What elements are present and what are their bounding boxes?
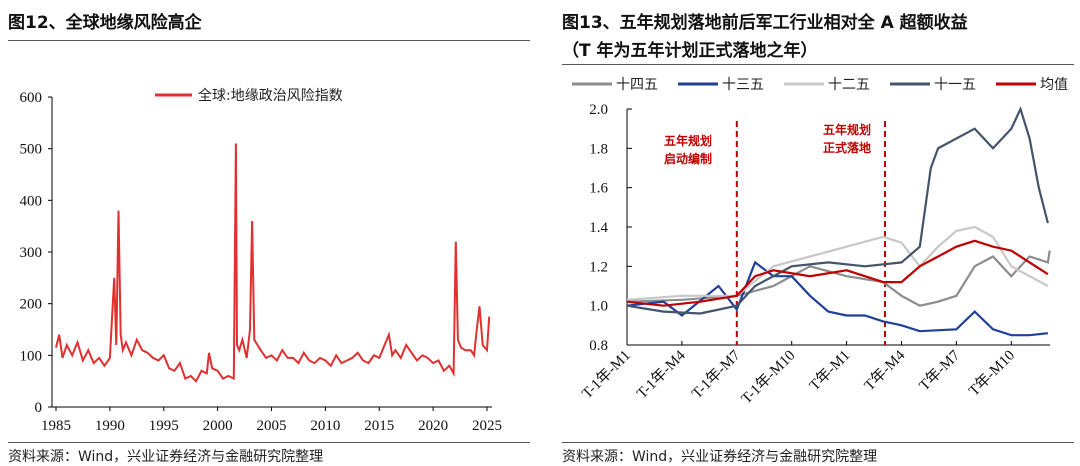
left-y-tick-label: 500 — [20, 142, 43, 158]
left-series-line — [55, 143, 491, 383]
right-legend-label-1: 十三五 — [722, 77, 764, 93]
right-x-tick-label: T年-M7 — [916, 346, 964, 394]
left-source-rule — [8, 442, 530, 443]
right-legend-label-4: 均值 — [1040, 77, 1068, 93]
annotation-start-line1: 五年规划 — [664, 133, 712, 148]
right-y-tick-label: 1.8 — [589, 141, 608, 157]
right-x-tick-label: T-1年-M4 — [633, 346, 689, 402]
left-y-tick-label: 100 — [20, 348, 43, 364]
left-legend-label: 全球:地缘政治风险指数 — [198, 87, 343, 104]
right-legend-label-2: 十二五 — [828, 77, 870, 93]
right-x-tick-label: T-1年-M10 — [738, 347, 799, 408]
right-x-tick-label: T-1年-M1 — [579, 347, 634, 402]
left-chart-title: 图12、全球地缘风险高企 — [8, 13, 202, 33]
right-x-tick-label: T-1年-M7 — [688, 346, 744, 402]
left-source: 资料来源：Wind，兴业证券经济与金融研究院整理 — [8, 449, 324, 465]
left-x-tick-label: 1985 — [41, 418, 71, 434]
right-source: 资料来源：Wind，兴业证券经济与金融研究院整理 — [562, 449, 878, 465]
left-y-tick-label: 300 — [20, 245, 43, 261]
left-x-tick-label: 2020 — [418, 418, 448, 434]
right-title-rule — [562, 64, 1074, 65]
right-source-rule — [562, 442, 1074, 443]
right-y-tick-label: 1.0 — [589, 299, 608, 315]
right-y-tick-label: 2.0 — [589, 102, 608, 118]
left-x-tick-label: 2010 — [310, 418, 340, 434]
left-x-tick-label: 1995 — [149, 418, 179, 434]
right-series-line-4 — [626, 239, 1049, 307]
annotation-land-line2: 正式落地 — [823, 140, 871, 155]
right-chart-subtitle: （T 年为五年计划正式落地之年） — [562, 41, 818, 61]
right-y-tick-label: 1.4 — [589, 220, 608, 236]
left-x-tick-label: 2015 — [364, 418, 394, 434]
right-y-tick-label: 1.6 — [589, 181, 608, 197]
right-series-line-1 — [626, 260, 1049, 337]
right-legend-label-0: 十四五 — [616, 77, 658, 93]
right-series-line-0 — [626, 250, 1051, 307]
left-y-tick-label: 200 — [20, 297, 43, 313]
left-x-tick-label: 2000 — [203, 418, 233, 434]
right-y-tick-label: 0.8 — [589, 338, 608, 354]
right-x-tick-label: T年-M10 — [965, 347, 1018, 400]
annotation-start-line2: 启动编制 — [664, 151, 712, 166]
left-title-rule — [8, 40, 530, 41]
left-y-tick-label: 600 — [20, 90, 43, 106]
left-y-tick-label: 0 — [35, 400, 43, 416]
left-y-tick-label: 400 — [20, 193, 43, 209]
right-x-tick-label: T年-M4 — [861, 346, 909, 394]
right-y-tick-label: 1.2 — [589, 259, 608, 275]
right-series-line-3 — [626, 105, 1049, 315]
left-x-tick-label: 2005 — [257, 418, 287, 434]
left-x-tick-label: 1990 — [95, 418, 125, 434]
right-legend-label-3: 十一五 — [934, 77, 976, 93]
right-chart-title: 图13、五年规划落地前后军工行业相对全 A 超额收益 — [562, 13, 968, 33]
right-x-tick-label: T年-M1 — [806, 347, 853, 394]
annotation-land-line1: 五年规划 — [823, 122, 871, 137]
left-x-tick-label: 2025 — [472, 418, 502, 434]
